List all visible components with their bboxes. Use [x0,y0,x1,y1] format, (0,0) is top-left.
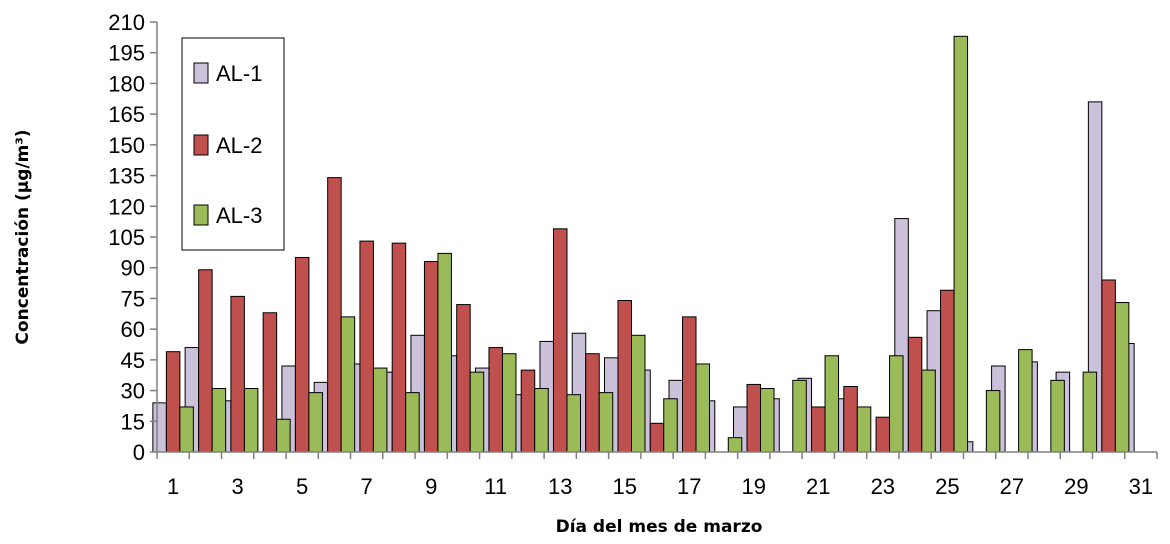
bar-al-2-day-13 [552,228,568,453]
bar-al-2-day-19 [746,383,762,453]
bar-al-2-day-7 [359,240,374,453]
bar-al-2-day-21 [811,406,826,453]
y-axis-title: Concentración (µg/m³) [13,129,33,344]
y-tick-label: 180 [108,71,145,96]
x-tick-label: 3 [232,474,244,499]
bars-group [152,35,1135,453]
y-tick-label: 15 [121,409,145,434]
bar-al-2-day-12 [520,369,536,453]
legend-swatch-al-1 [193,62,209,84]
bar-al-3-day-8 [405,392,420,453]
bar-al-3-day-26 [985,390,1001,453]
x-tick-label: 27 [1000,474,1024,499]
y-tick-label: 195 [108,41,145,66]
y-tick-label: 90 [121,256,145,281]
bar-al-3-day-2 [211,388,227,453]
bar-al-3-day-17 [695,363,711,453]
y-tick-label: 60 [121,317,145,342]
bar-al-2-day-24 [907,336,923,453]
bar-al-3-day-16 [663,398,678,453]
bar-al-3-day-9 [437,252,452,453]
y-tick-label: 105 [108,225,145,250]
bar-al-3-day-24 [921,369,936,453]
x-tick-label: 1 [167,474,179,499]
bar-al-2-day-30 [1101,279,1116,453]
bar-al-2-day-10 [456,304,471,453]
bar-al-1-day-1 [152,402,167,453]
bar-al-3-day-28 [1050,379,1065,453]
bar-al-2-day-3 [230,295,245,453]
x-tick-label: 15 [612,474,636,499]
legend-swatch-al-2 [193,134,209,156]
x-tick-label: 9 [425,474,437,499]
y-tick-label: 45 [121,348,145,373]
x-tick-label: 31 [1129,474,1153,499]
y-tick-label: 210 [108,10,145,35]
bar-al-3-day-15 [630,334,646,453]
bar-al-2-day-5 [294,256,310,453]
y-ticks-group: 0 15 30 45 60 75 90 105 120 135 150 165 180 195 210 [108,10,157,465]
bar-al-3-day-11 [501,353,517,453]
y-tick-label: 120 [108,194,145,219]
x-tick-label: 7 [361,474,373,499]
x-tick-label: 23 [871,474,895,499]
bar-al-2-day-14 [585,353,600,453]
bar-al-3-day-14 [598,392,614,453]
bar-al-2-day-6 [327,177,342,453]
legend-label-al-3: AL-3 [216,203,262,228]
bar-al-3-day-7 [372,367,388,453]
bar-al-2-day-9 [423,261,439,453]
bar-al-2-day-8 [391,242,407,453]
y-tick-label: 165 [108,102,145,127]
bar-al-2-day-11 [488,347,503,453]
bar-al-3-day-5 [308,392,323,453]
bar-al-3-day-3 [243,388,259,453]
bar-al-2-day-16 [649,422,665,453]
bar-al-3-day-18 [727,437,743,453]
x-tick-label: 25 [935,474,959,499]
x-tick-label: 13 [548,474,572,499]
bar-al-2-day-25 [940,289,955,453]
x-tick-label: 19 [742,474,766,499]
y-tick-label: 135 [108,164,145,189]
legend: AL-1 AL-2 AL-3 [181,37,285,251]
bar-al-3-day-22 [856,406,872,453]
bar-al-3-day-19 [760,388,775,453]
x-ticks-group: 1 3 5 7 9 11 13 15 17 19 21 23 25 27 29 31 [156,452,1158,499]
y-tick-label: 0 [133,440,145,465]
bar-al-3-day-4 [276,418,291,453]
legend-label-al-1: AL-1 [216,61,262,86]
bar-al-2-day-23 [875,416,891,453]
bar-al-3-day-27 [1018,349,1033,453]
bar-al-3-day-23 [889,355,904,453]
bar-al-3-day-13 [566,394,581,453]
legend-swatch-al-3 [193,204,209,226]
bar-al-2-day-4 [262,312,278,453]
bar-al-3-day-29 [1082,371,1098,453]
legend-label-al-2: AL-2 [216,133,262,158]
x-tick-label: 21 [806,474,830,499]
bar-al-2-day-2 [198,269,213,453]
bar-al-3-day-25 [953,35,969,453]
x-tick-label: 11 [484,474,507,499]
y-tick-label: 150 [108,133,145,158]
x-tick-label: 5 [296,474,308,499]
bar-al-3-day-6 [340,316,356,453]
bar-al-2-day-15 [617,299,632,453]
bar-al-3-day-10 [469,371,485,453]
y-tick-label: 30 [121,379,145,404]
y-tick-label: 75 [121,286,145,311]
bar-al-3-day-20 [792,379,807,453]
bar-al-3-day-12 [534,388,549,453]
bar-al-2-day-1 [165,351,181,453]
bar-al-2-day-22 [843,385,858,453]
x-axis-title: Día del mes de marzo [556,517,763,537]
bar-al-2-day-17 [682,316,697,453]
x-tick-label: 17 [677,474,701,499]
bar-al-3-day-1 [179,406,194,453]
bar-al-3-day-30 [1114,302,1130,453]
x-tick-label: 29 [1064,474,1088,499]
bar-al-3-day-21 [824,355,840,453]
